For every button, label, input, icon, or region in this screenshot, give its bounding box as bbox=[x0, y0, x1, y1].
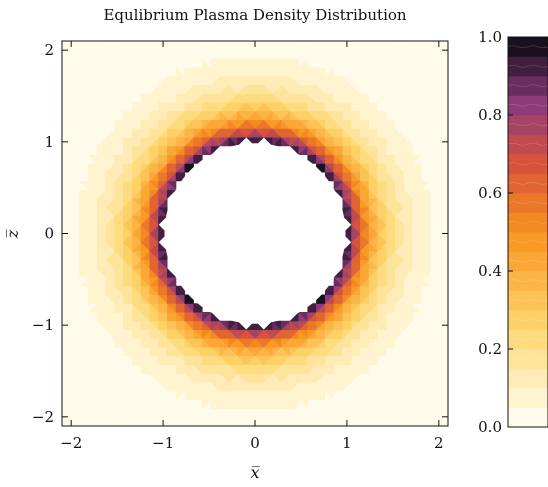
x-tick-label: −2 bbox=[60, 434, 82, 452]
colorbar-tick-label: 0.2 bbox=[478, 340, 502, 358]
colorbar-tick-label: 0.0 bbox=[478, 418, 502, 436]
x-tick-label: 1 bbox=[342, 434, 352, 452]
colorbar-tick-label: 0.6 bbox=[478, 184, 502, 202]
heatmap-layer bbox=[62, 41, 448, 426]
x-axis-label: x̅ bbox=[250, 463, 259, 482]
y-tick-label: −1 bbox=[32, 316, 54, 334]
colorbar-tick-label: 0.8 bbox=[478, 106, 502, 124]
colorbar-tick-label: 0.4 bbox=[478, 262, 502, 280]
hole-region bbox=[164, 143, 345, 324]
colorbar bbox=[508, 37, 548, 427]
colorbar-tick-label: 1.0 bbox=[478, 28, 502, 46]
y-tick-label: 1 bbox=[44, 133, 54, 151]
x-tick-label: 2 bbox=[434, 434, 444, 452]
chart-title: Equlibrium Plasma Density Distribution bbox=[103, 6, 406, 24]
y-tick-label: 2 bbox=[44, 41, 54, 59]
x-tick-label: 0 bbox=[250, 434, 260, 452]
x-tick-label: −1 bbox=[152, 434, 174, 452]
y-tick-label: −2 bbox=[32, 408, 54, 426]
y-tick-label: 0 bbox=[44, 225, 54, 243]
y-axis-label: z̅ bbox=[3, 229, 22, 239]
